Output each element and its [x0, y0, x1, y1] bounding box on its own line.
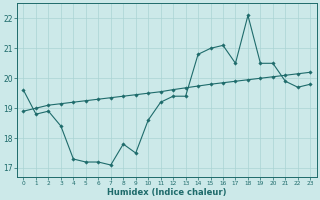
X-axis label: Humidex (Indice chaleur): Humidex (Indice chaleur): [107, 188, 227, 197]
